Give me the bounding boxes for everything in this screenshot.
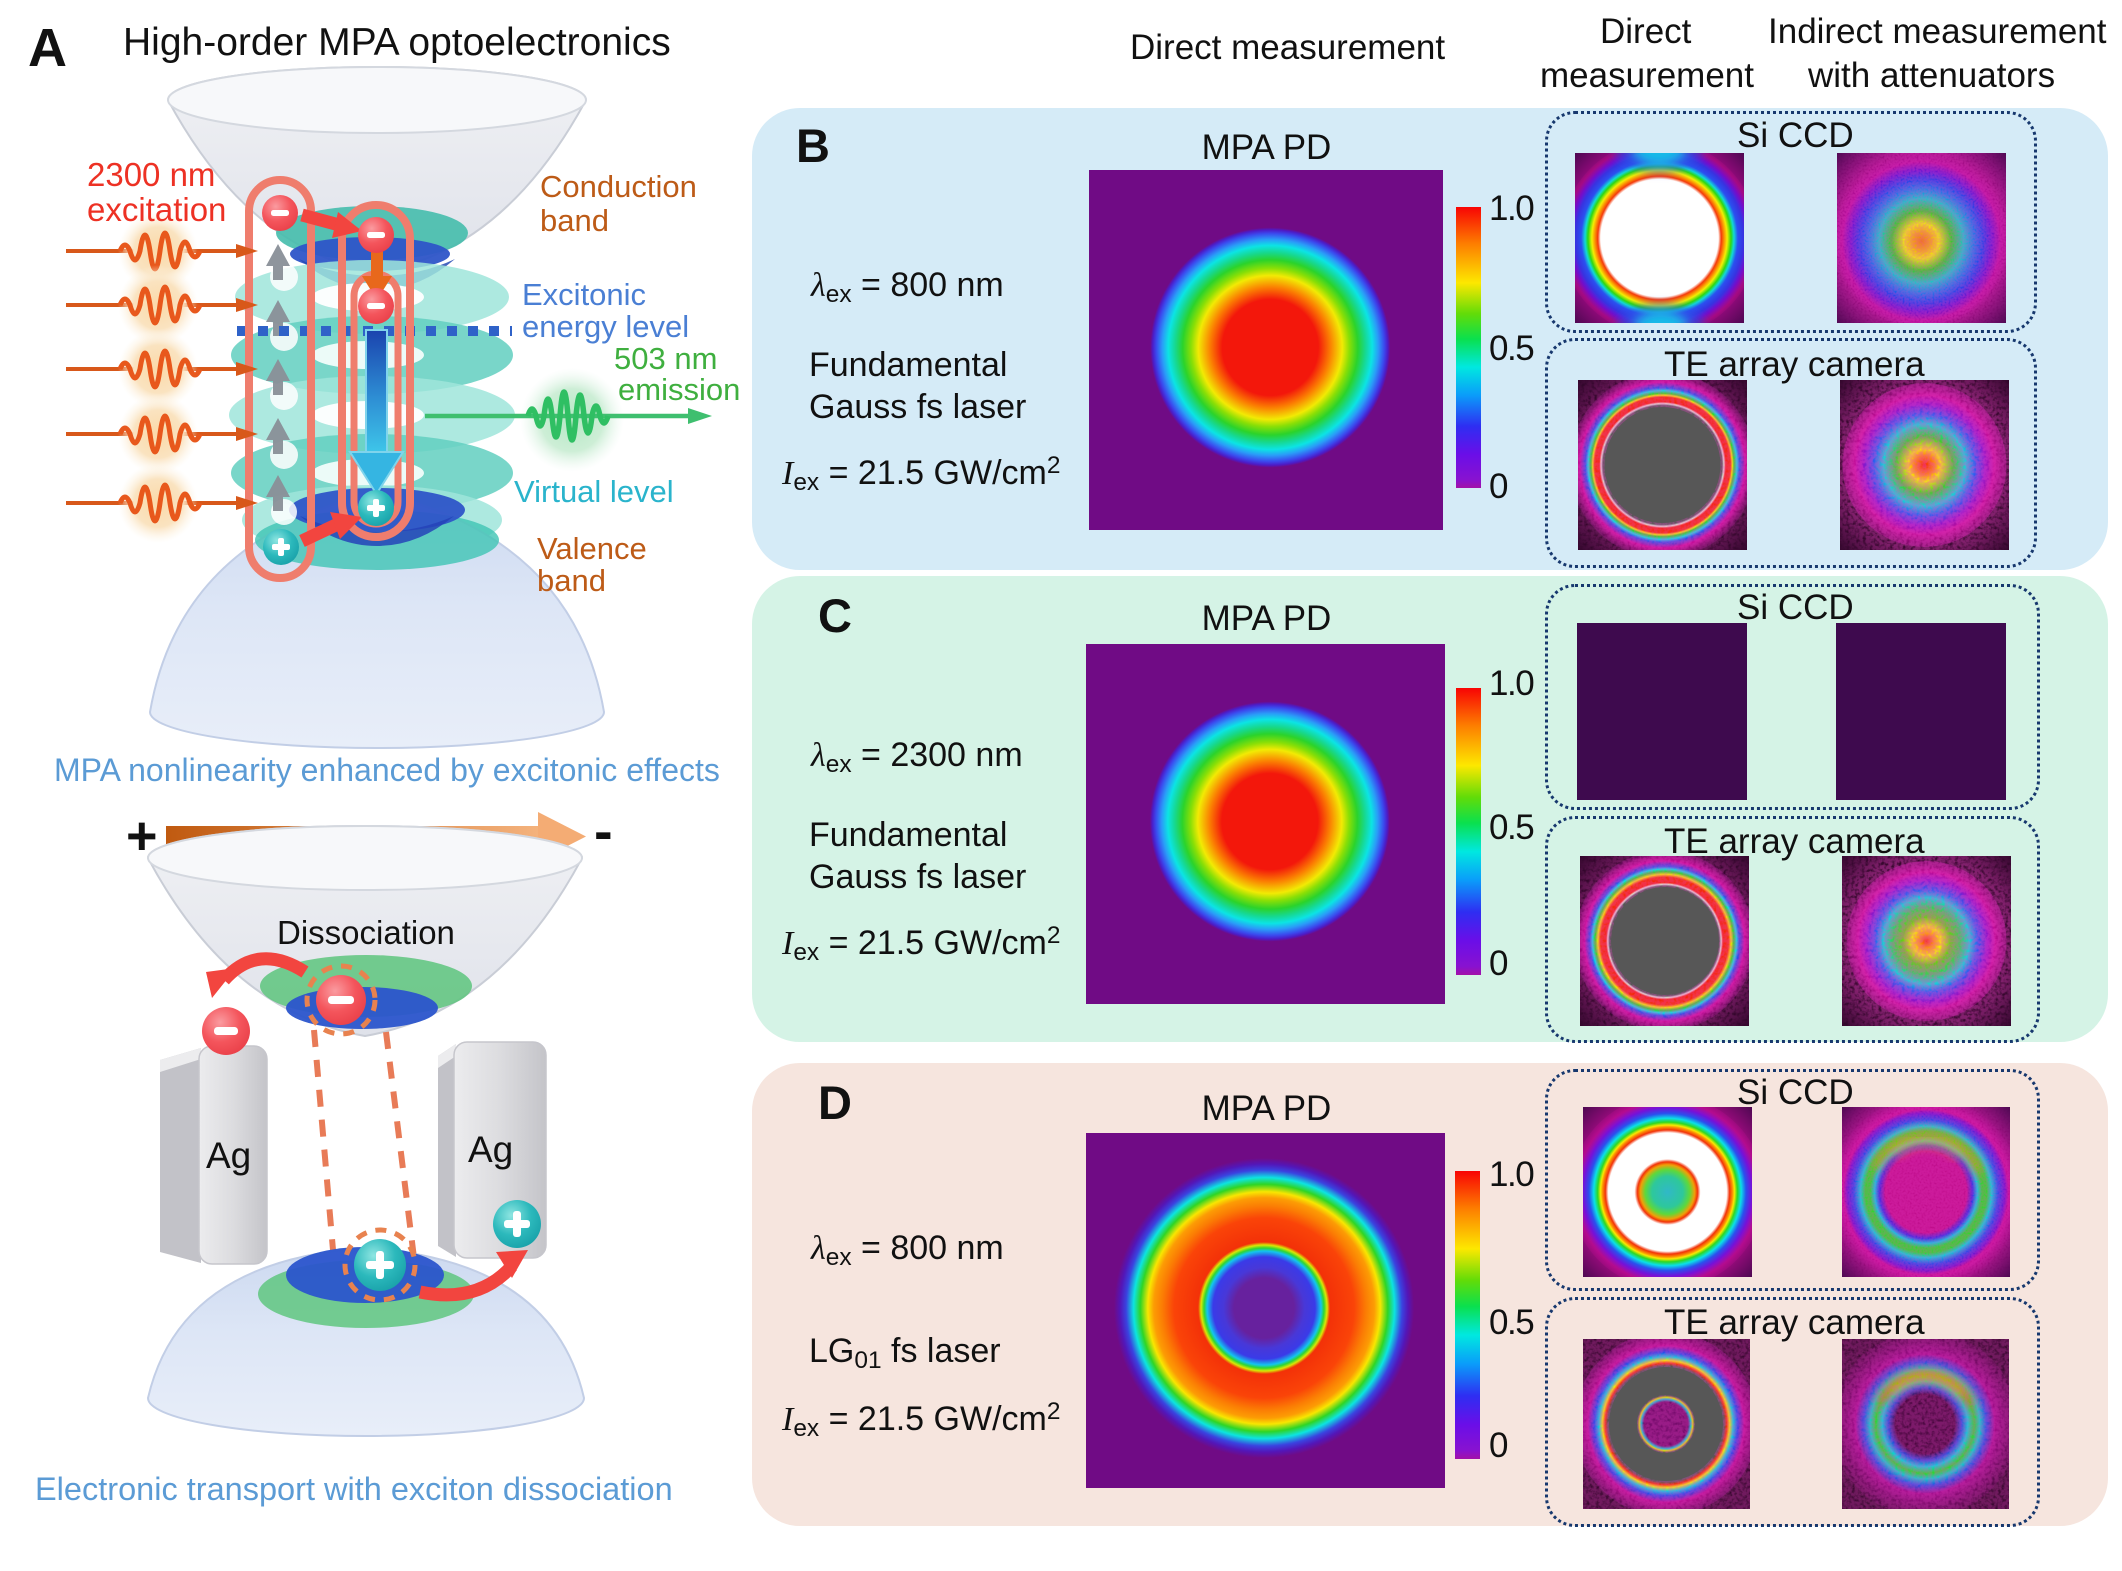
svg-text:energy level: energy level [522,309,689,344]
svg-text:Ag: Ag [468,1129,513,1170]
svg-text:2300 nm: 2300 nm [87,156,215,193]
svg-text:-: - [594,799,613,862]
svg-text:MPA nonlinearity enhanced by e: MPA nonlinearity enhanced by excitonic e… [54,752,720,788]
svg-text:Ag: Ag [206,1135,251,1176]
svg-text:Virtual level: Virtual level [514,474,674,509]
svg-text:Dissociation: Dissociation [277,914,455,951]
svg-text:Electronic transport with exci: Electronic transport with exciton dissoc… [35,1471,673,1507]
svg-text:Conduction: Conduction [540,169,697,204]
svg-text:band: band [540,203,609,238]
svg-text:emission: emission [618,372,740,407]
svg-text:503 nm: 503 nm [614,341,717,376]
svg-text:Excitonic: Excitonic [522,277,646,312]
svg-text:excitation: excitation [87,191,226,228]
svg-text:A: A [28,18,67,78]
svg-text:High-order MPA optoelectronics: High-order MPA optoelectronics [123,21,671,64]
svg-text:band: band [537,563,606,598]
svg-text:Valence: Valence [537,531,647,566]
